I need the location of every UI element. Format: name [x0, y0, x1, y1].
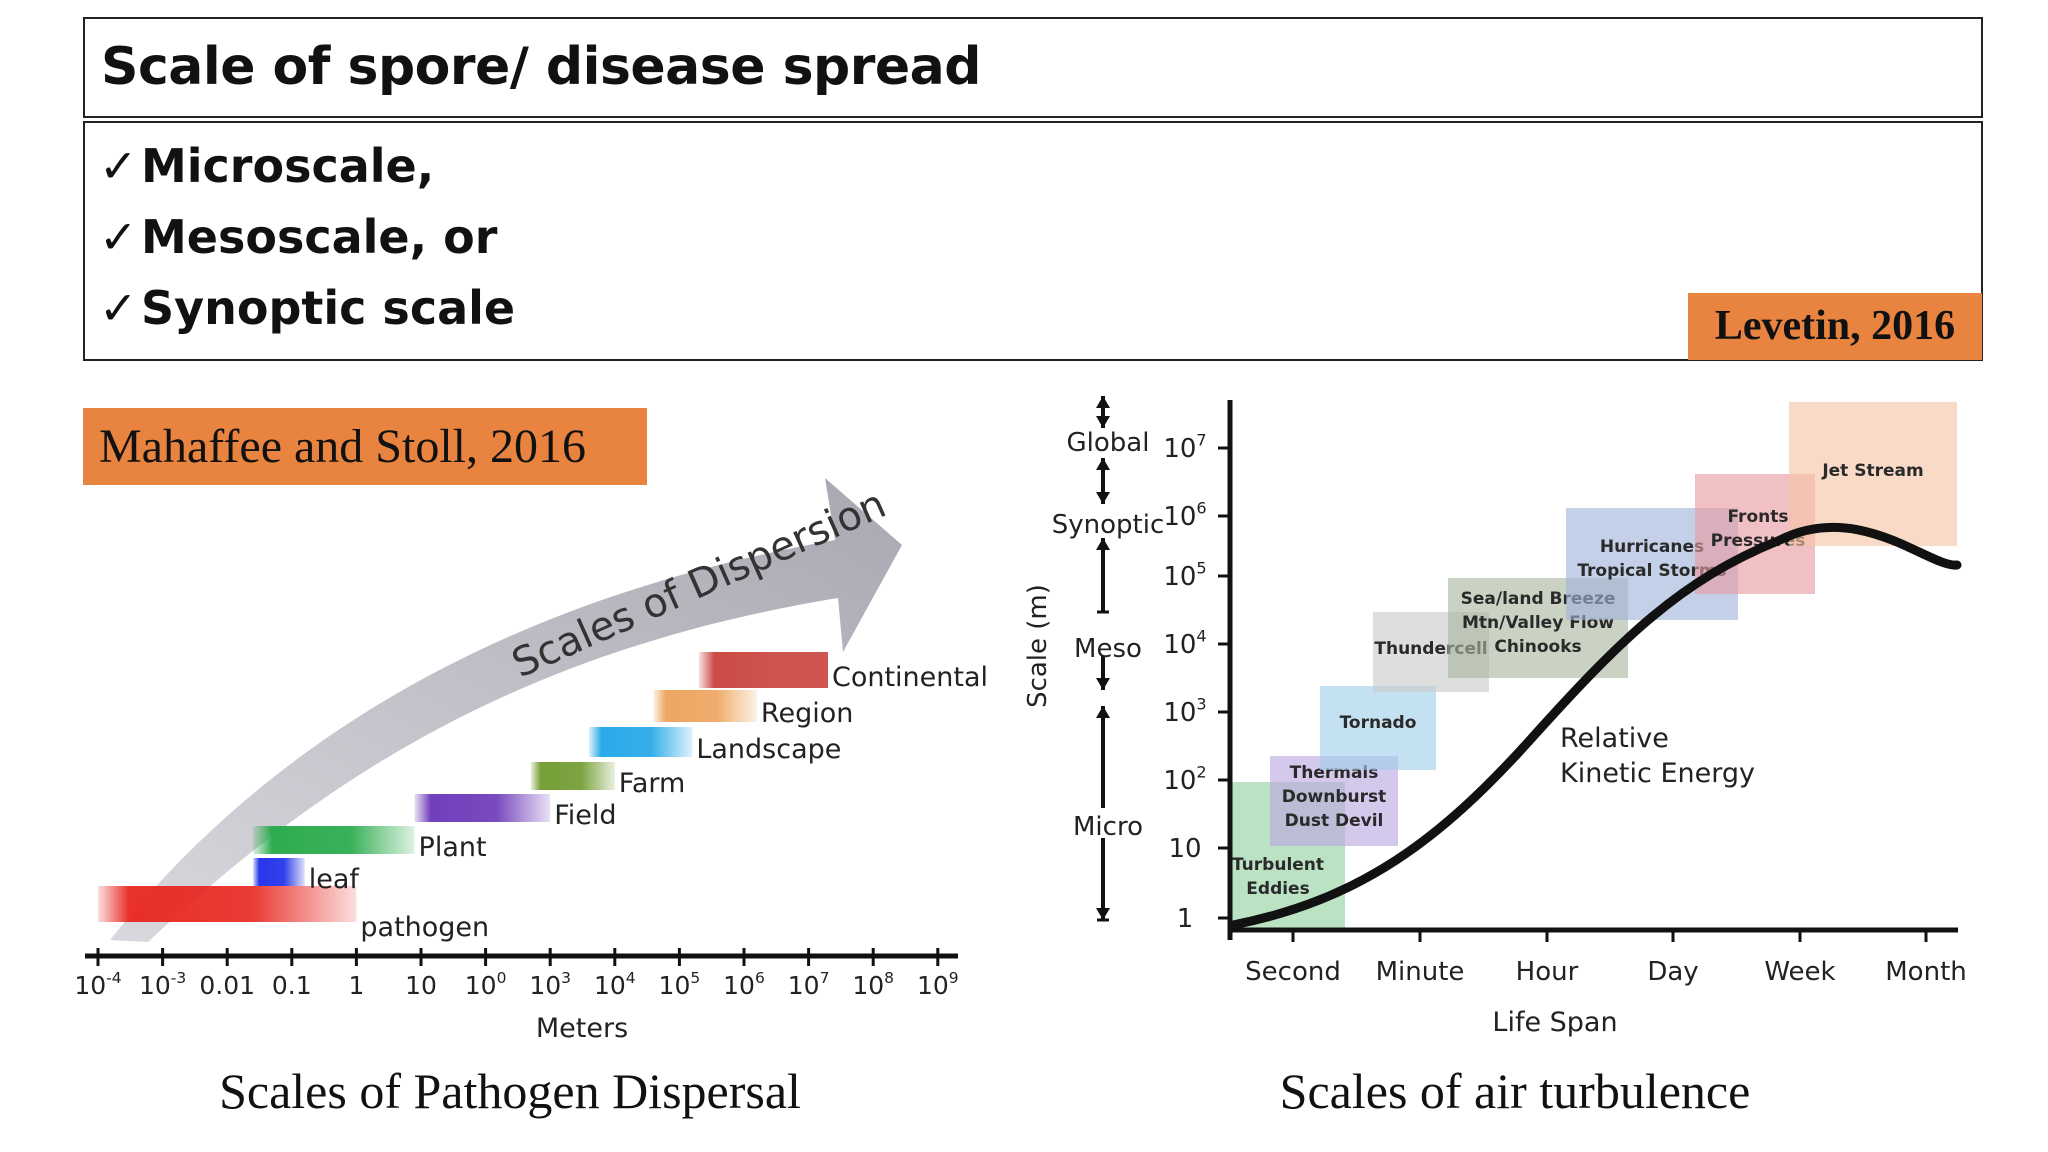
bar-region — [653, 690, 757, 722]
bullet-list: ✓Microscale, ✓Mesoscale, or ✓Synoptic sc… — [83, 121, 1983, 361]
checkmark-icon: ✓ — [99, 210, 138, 264]
scale-label-global: Global — [1067, 428, 1150, 458]
bullet-text: Microscale, — [141, 139, 435, 193]
bar-pathogen — [98, 886, 357, 922]
x-tick-label: Minute — [1376, 957, 1465, 987]
x-tick-label: Day — [1647, 957, 1698, 987]
dispersal-tick-label: 103 — [529, 969, 571, 1000]
dispersal-tick-label: 107 — [788, 969, 830, 1000]
dispersal-tick-label: 10 — [405, 971, 437, 1000]
bar-landscape — [588, 727, 693, 757]
bar-plant — [253, 826, 415, 854]
scale-label-meso: Meso — [1074, 634, 1142, 664]
dispersal-tick-label: 10-4 — [74, 969, 121, 1000]
dispersal-tick-label: 100 — [465, 969, 507, 1000]
bar-label-leaf: leaf — [309, 864, 361, 895]
bar-continental — [698, 652, 828, 688]
dispersal-tick-label: 0.01 — [199, 971, 255, 1000]
bar-field — [414, 794, 551, 822]
bar-label-field: Field — [554, 800, 616, 831]
phenomenon-label: Dust Devil — [1285, 811, 1384, 831]
phenomenon-label: Tropical Storms — [1577, 561, 1726, 581]
checkmark-icon: ✓ — [99, 281, 138, 335]
y-tick-label: 1 — [1177, 904, 1194, 934]
phenomenon-label: Jet Stream — [1821, 461, 1923, 481]
y-tick-label: 107 — [1163, 430, 1206, 464]
curve-label-relative: Relative — [1560, 723, 1669, 754]
dispersal-axis-title: Meters — [536, 1013, 628, 1044]
phenomenon-box-jet-stream — [1789, 402, 1957, 546]
bar-label-farm: Farm — [619, 768, 686, 799]
bullet-item: ✓Synoptic scale — [99, 281, 515, 335]
arrow-down-icon — [1096, 416, 1110, 428]
dispersion-arrow — [110, 478, 902, 942]
bar-label-region: Region — [761, 698, 853, 729]
citation-levetin: Levetin, 2016 — [1688, 293, 1982, 360]
bar-farm — [530, 762, 615, 790]
arrow-up-icon — [1096, 396, 1110, 408]
x-tick-label: Second — [1245, 957, 1341, 987]
dispersal-tick-label: 104 — [594, 969, 636, 1000]
bullet-text: Synoptic scale — [141, 281, 516, 335]
arrow-up-icon — [1096, 458, 1110, 470]
y-tick-label: 103 — [1163, 694, 1206, 728]
bullet-text: Mesoscale, or — [141, 210, 498, 264]
x-tick-label: Week — [1764, 957, 1835, 987]
x-tick-label: Hour — [1516, 957, 1579, 987]
kinetic-energy-curve — [1228, 523, 1962, 930]
bar-label-landscape: Landscape — [696, 734, 841, 765]
phenomenon-label: Fronts — [1728, 507, 1789, 527]
curve-label-kinetic-energy: Kinetic Energy — [1560, 758, 1755, 789]
arrow-up-icon — [1096, 538, 1110, 550]
dispersal-tick-label: 0.1 — [272, 971, 312, 1000]
phenomenon-box-thermals — [1270, 756, 1398, 846]
phenomenon-label: Downburst — [1282, 787, 1387, 807]
arrow-down-icon — [1096, 678, 1110, 690]
arrow-down-icon — [1096, 908, 1110, 920]
bar-label-plant: Plant — [419, 832, 487, 863]
dispersal-tick-label: 109 — [917, 969, 959, 1000]
caption-air-turbulence: Scales of air turbulence — [1279, 1063, 1751, 1119]
scale-label-synoptic: Synoptic — [1052, 510, 1165, 540]
x-tick-label: Month — [1885, 957, 1967, 987]
dispersal-tick-label: 108 — [852, 969, 894, 1000]
dispersal-tick-label: 10-3 — [139, 969, 186, 1000]
y-tick-label: 105 — [1163, 558, 1206, 592]
y-tick-label: 10 — [1168, 834, 1201, 864]
arrow-up-icon — [1096, 706, 1110, 718]
phenomenon-label: Eddies — [1246, 879, 1309, 899]
arrow-down-icon — [1096, 492, 1110, 504]
phenomenon-label: Hurricanes — [1600, 537, 1704, 557]
bullet-item: ✓Mesoscale, or — [99, 210, 497, 264]
y-tick-label: 104 — [1163, 626, 1206, 660]
dispersal-tick-label: 1 — [348, 971, 364, 1000]
dispersal-tick-label: 105 — [659, 969, 701, 1000]
x-axis-title: Life Span — [1492, 1007, 1617, 1038]
phenomenon-box-tornado — [1320, 686, 1436, 770]
y-tick-label: 106 — [1163, 498, 1206, 532]
phenomenon-label: Tornado — [1340, 713, 1417, 733]
bar-leaf — [253, 858, 305, 886]
bar-label-pathogen: pathogen — [360, 912, 489, 943]
title-box: Scale of spore/ disease spread — [83, 17, 1983, 118]
caption-pathogen-dispersal: Scales of Pathogen Dispersal — [219, 1063, 801, 1119]
y-tick-label: 102 — [1163, 762, 1206, 796]
slide-title: Scale of spore/ disease spread — [101, 37, 982, 97]
phenomenon-label: Chinooks — [1494, 637, 1581, 657]
bullet-item: ✓Microscale, — [99, 139, 434, 193]
scale-label-micro: Micro — [1073, 812, 1143, 842]
checkmark-icon: ✓ — [99, 139, 138, 193]
y-axis-title: Scale (m) — [1023, 584, 1053, 708]
citation-mahaffee: Mahaffee and Stoll, 2016 — [83, 408, 647, 485]
phenomenon-label: Turbulent — [1232, 855, 1324, 875]
bar-label-continental: Continental — [832, 662, 988, 693]
dispersal-tick-label: 106 — [723, 969, 765, 1000]
